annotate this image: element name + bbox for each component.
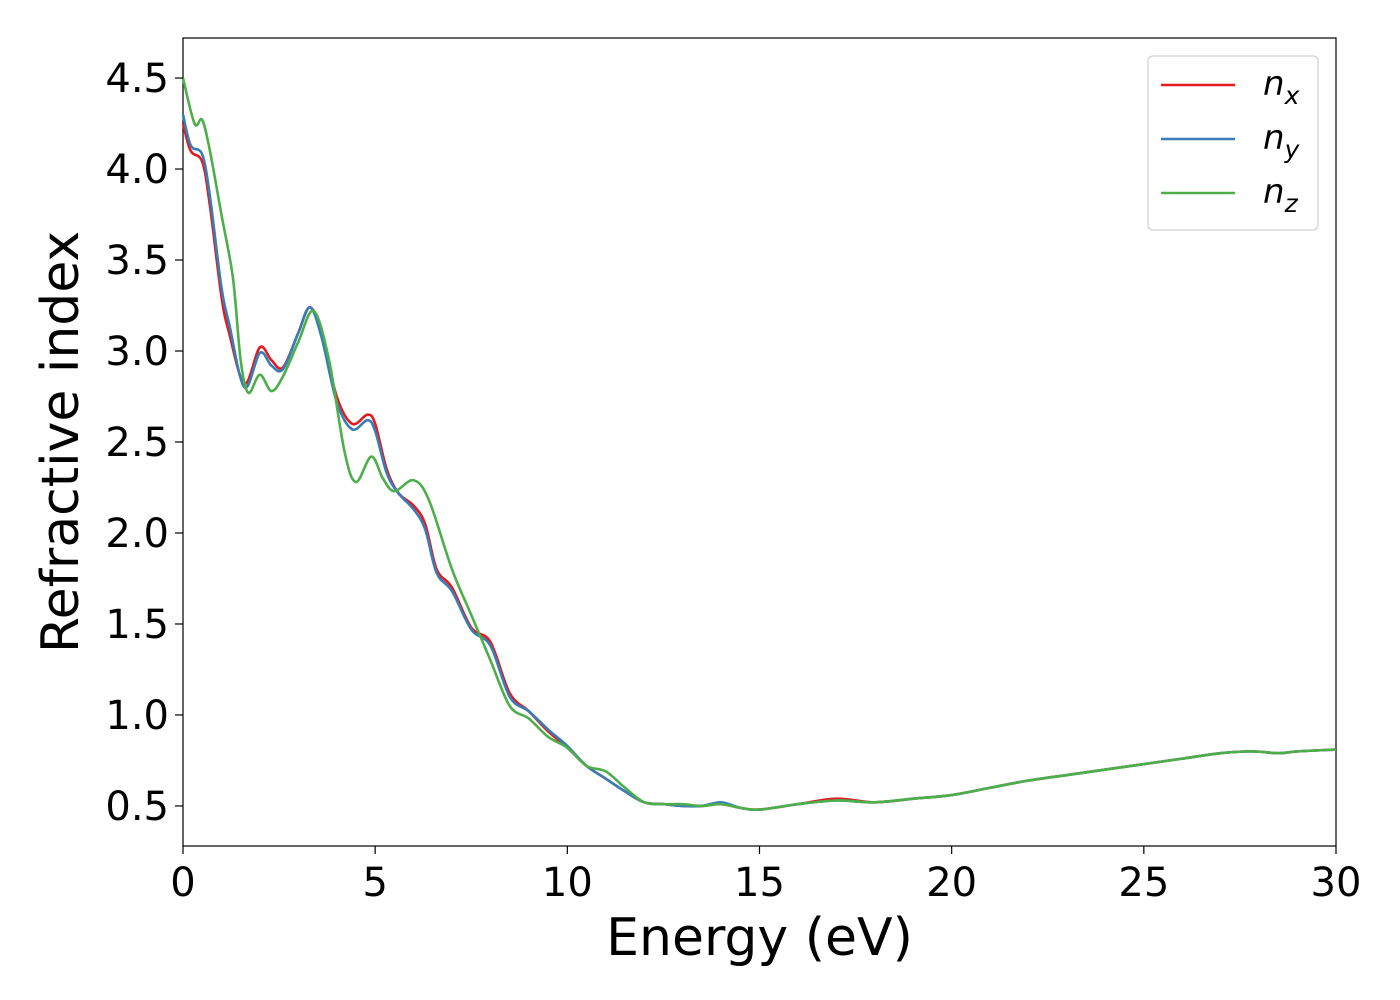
y-tick-label: 4.5: [105, 56, 169, 102]
x-tick-label: 30: [1311, 860, 1362, 906]
legend-label-nx: nx: [1263, 64, 1300, 110]
y-tick-label: 4.0: [105, 147, 169, 193]
y-axis: 0.5 1.0 1.5 2.0 2.5 3.0 3.5 4.0 4.5: [105, 56, 183, 830]
x-axis-label: Energy (eV): [606, 908, 913, 968]
legend-box: [1147, 55, 1319, 231]
y-tick-label: 3.5: [105, 238, 169, 284]
x-tick-label: 0: [170, 860, 195, 906]
y-tick-label: 1.0: [105, 693, 169, 739]
y-tick-label: 2.0: [105, 511, 169, 557]
y-tick-label: 2.5: [105, 420, 169, 466]
x-tick-label: 25: [1118, 860, 1169, 906]
x-tick-label: 20: [926, 860, 977, 906]
x-axis: 0 5 10 15 20 25 30: [170, 846, 1361, 906]
legend-label-ny: ny: [1263, 118, 1301, 164]
y-tick-label: 0.5: [105, 784, 169, 830]
series-line-nz: [181, 77, 1337, 812]
plot-area: [182, 37, 1337, 847]
legend-label-nz: nz: [1263, 172, 1299, 218]
x-tick-label: 15: [734, 860, 785, 906]
y-tick-label: 3.0: [105, 329, 169, 375]
x-tick-label: 10: [542, 860, 593, 906]
y-axis-label: Refractive index: [31, 231, 91, 653]
legend: nx ny nz: [1147, 55, 1319, 231]
series-layer: [181, 77, 1337, 812]
y-tick-label: 1.5: [105, 602, 169, 648]
x-tick-label: 5: [362, 860, 387, 906]
